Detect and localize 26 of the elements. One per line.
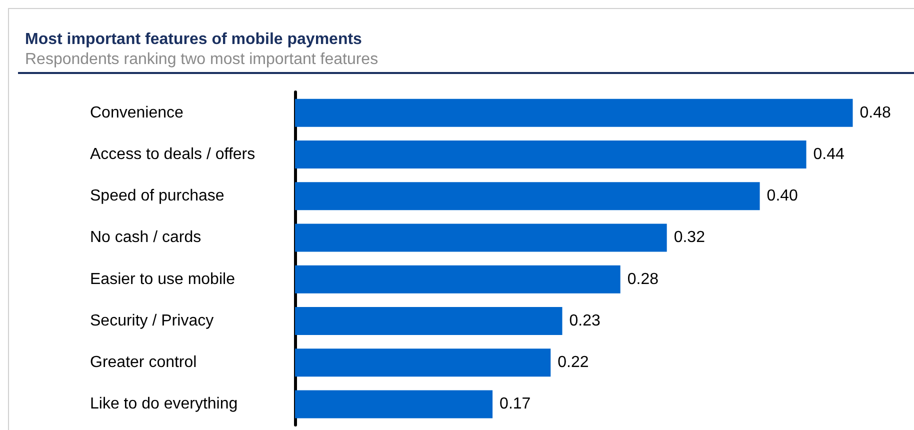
data-label: 0.17 [500, 396, 531, 413]
y-tick-label: Convenience [90, 104, 184, 122]
bar [295, 390, 493, 418]
bar [295, 306, 562, 335]
data-label: 0.40 [766, 188, 798, 205]
data-label: 0.44 [813, 146, 845, 163]
y-tick-label: Like to do everything [90, 396, 238, 413]
bar [295, 348, 551, 377]
y-tick-label: Easier to use mobile [90, 270, 236, 288]
data-label: 0.23 [569, 312, 600, 330]
data-label: 0.32 [674, 229, 706, 246]
chart-title: Most important features of mobile payments [25, 30, 363, 50]
bar [295, 98, 853, 127]
data-label: 0.28 [627, 270, 659, 288]
bar [295, 224, 667, 252]
y-tick-label: Security / Privacy [90, 312, 214, 330]
data-label: 0.48 [860, 104, 891, 122]
y-tick-label: Greater control [90, 354, 197, 372]
y-tick-label: Access to deals / offers [90, 146, 256, 163]
y-tick-label: Speed of purchase [90, 188, 224, 205]
y-tick-label: No cash / cards [90, 229, 202, 246]
chart-subtitle: Respondents ranking two most important features [25, 50, 380, 70]
bar [295, 265, 620, 294]
bar [295, 140, 806, 168]
bar [295, 182, 760, 210]
data-label: 0.22 [558, 354, 589, 372]
